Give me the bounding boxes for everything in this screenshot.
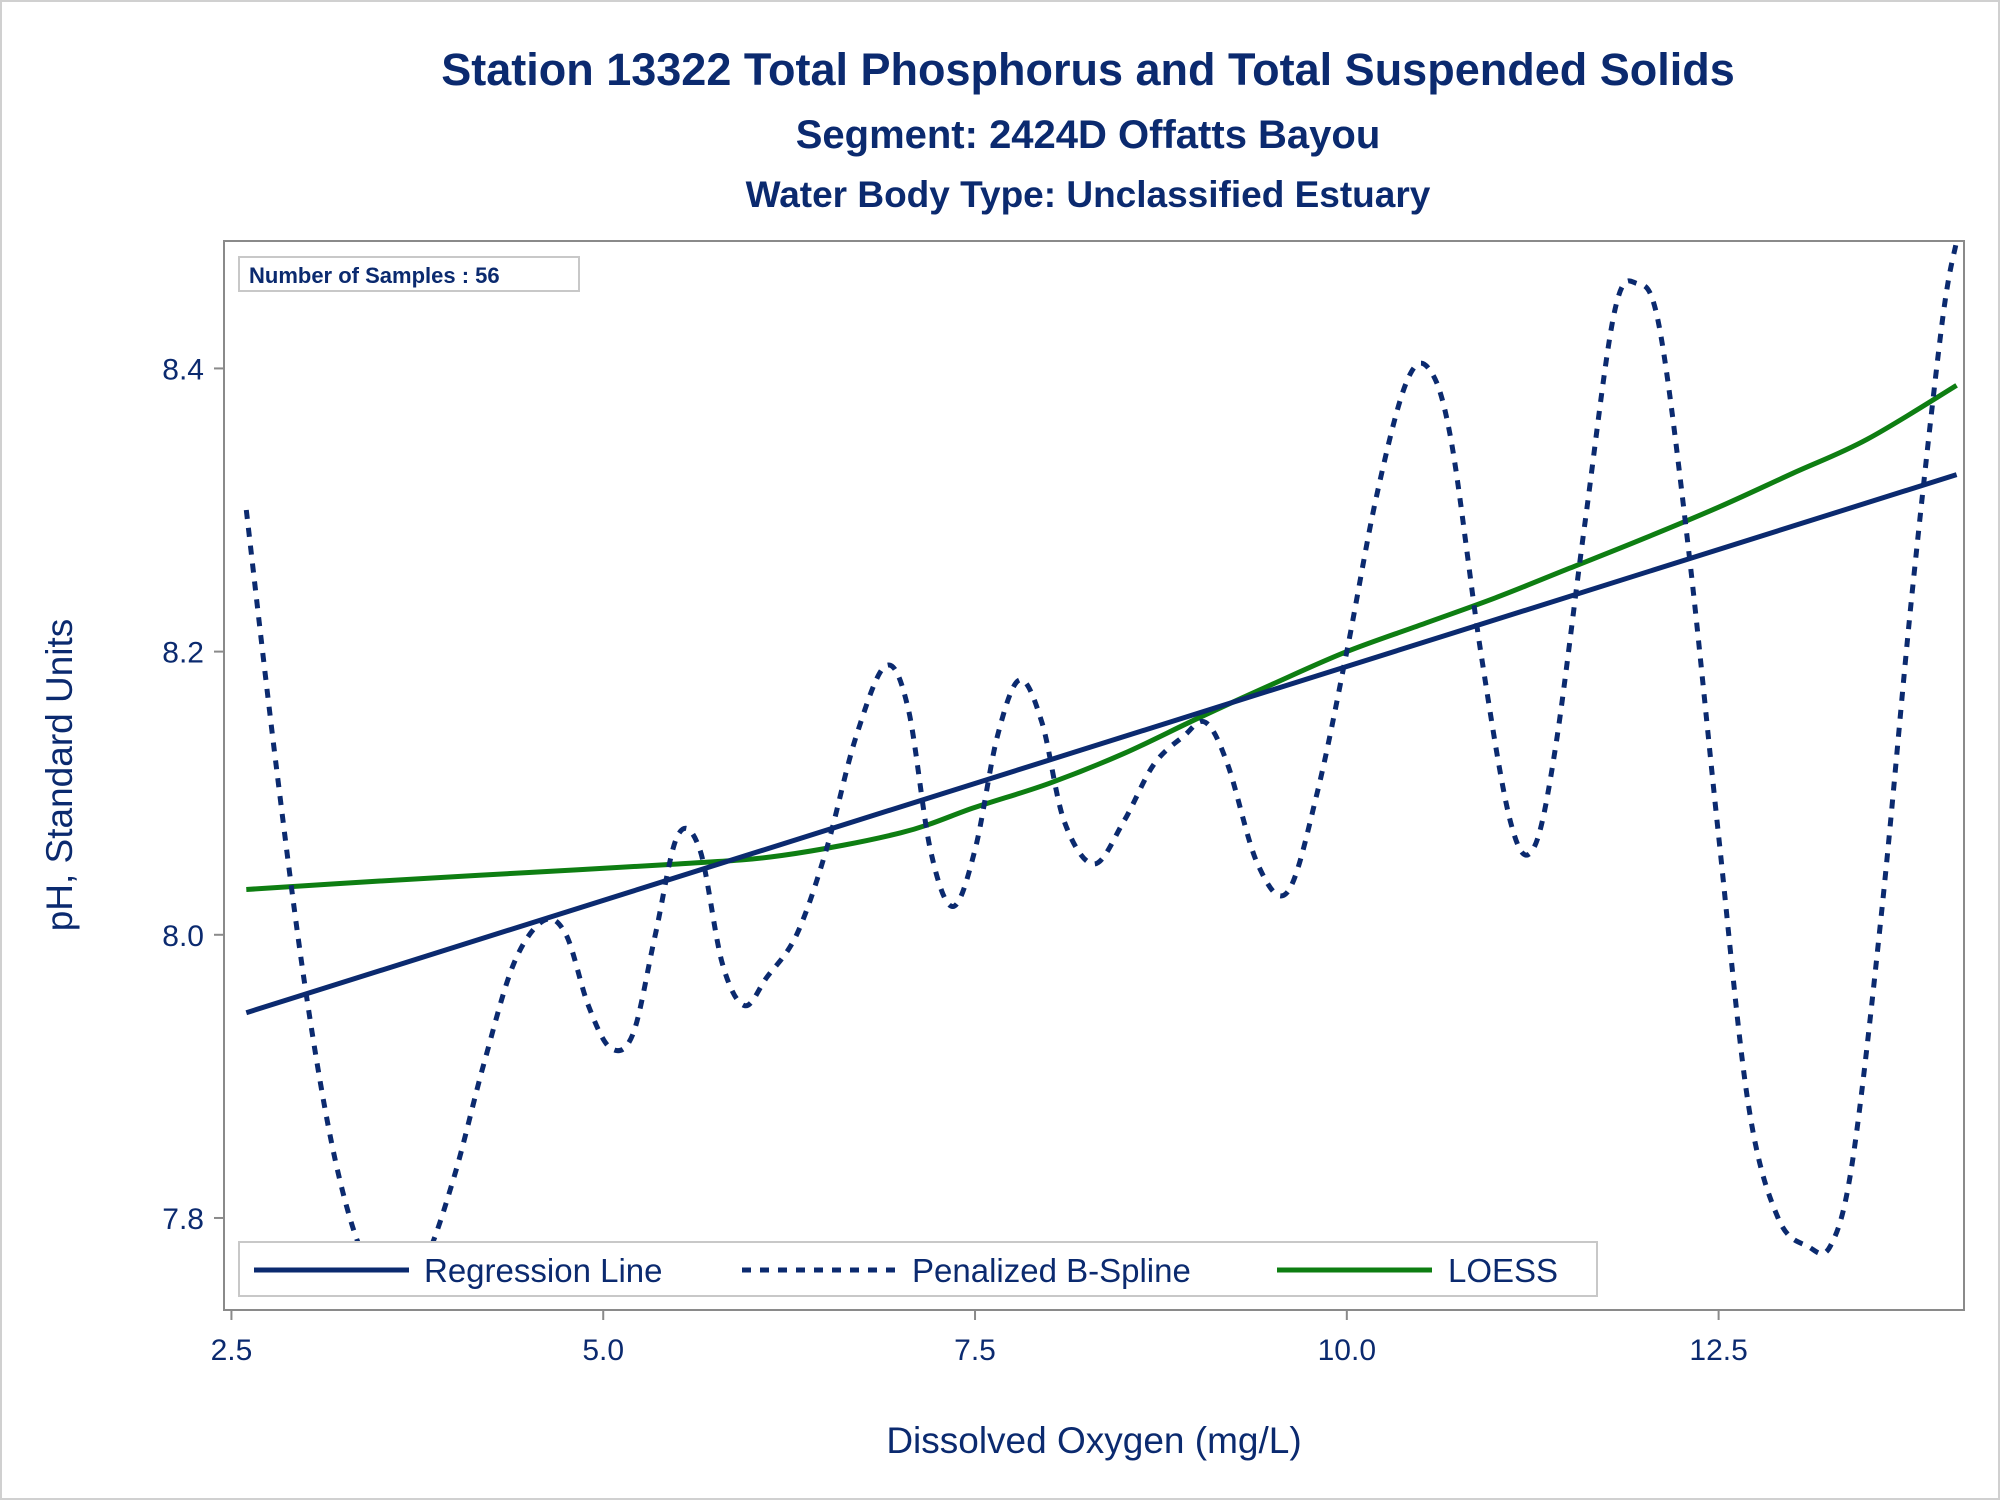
chart-subtitle: Segment: 2424D Offatts Bayou [796,113,1381,157]
y-tick-label: 8.0 [162,920,204,953]
series-layer [243,240,1960,1292]
x-axis-label: Dissolved Oxygen (mg/L) [886,1420,1301,1461]
y-tick-label: 8.4 [162,353,204,386]
x-tick-label: 12.5 [1689,1334,1747,1367]
x-tick-label: 5.0 [582,1334,624,1367]
x-tick-label: 10.0 [1318,1334,1376,1367]
x-tick-label: 2.5 [211,1334,253,1367]
legend: Regression Line Penalized B-Spline LOESS [238,1241,1598,1297]
y-tick-label: 7.8 [162,1203,204,1236]
sample-count-text: Number of Samples : 56 [249,263,500,288]
chart-title: Station 13322 Total Phosphorus and Total… [441,44,1735,95]
y-axis-label: pH, Standard Units [39,619,80,932]
loess-curve [246,383,1958,892]
regression-line [245,472,1958,1016]
legend-label-regression: Regression Line [424,1252,662,1289]
x-axis: 2.5 5.0 7.5 10.0 12.5 [211,1310,1748,1367]
chart-subtitle-2: Water Body Type: Unclassified Estuary [746,174,1431,215]
sample-count-box [238,256,580,292]
legend-label-loess: LOESS [1448,1252,1558,1289]
bspline-curve [243,240,1960,1292]
legend-label-bspline: Penalized B-Spline [912,1252,1191,1289]
sample-count-inset: Number of Samples : 56 [238,256,580,292]
y-axis: 7.8 8.0 8.2 8.4 [162,353,224,1236]
plot-area [223,240,1965,1311]
x-tick-label: 7.5 [954,1334,996,1367]
y-tick-label: 8.2 [162,637,204,670]
